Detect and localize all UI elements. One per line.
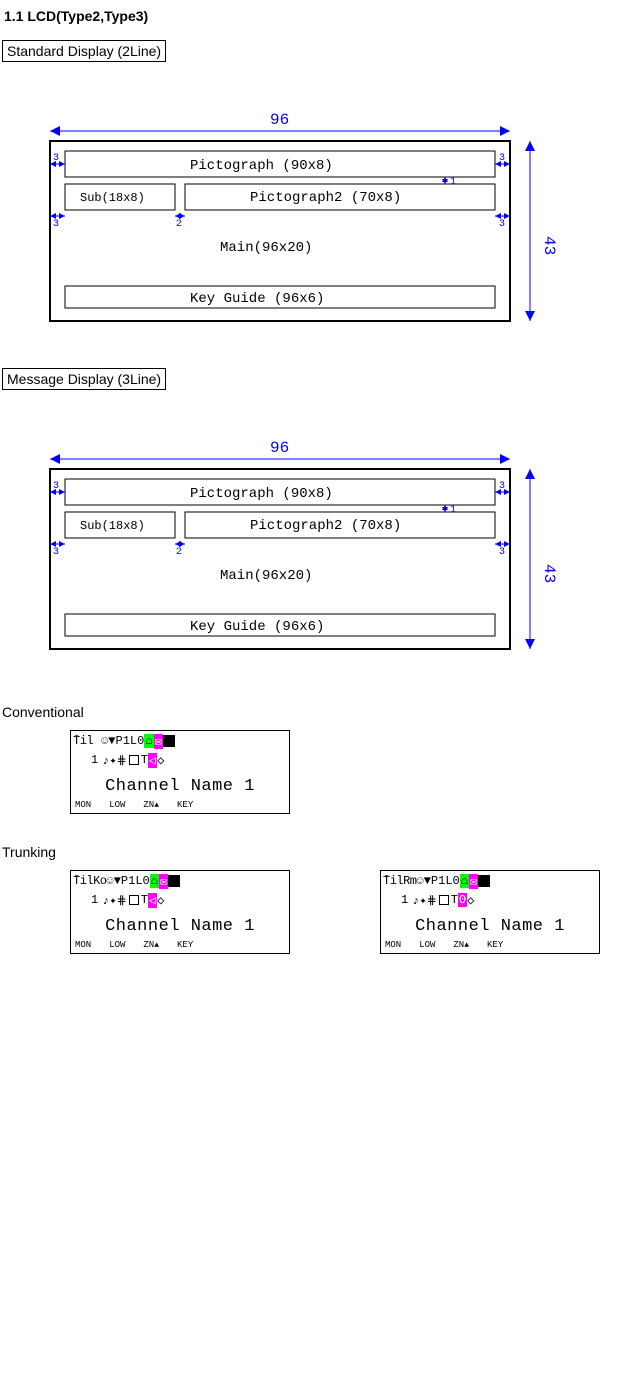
svg-text:1: 1 — [450, 505, 456, 516]
diagram-message: 96 Pictograph (90x8) Sub(18x8) Pictograp… — [20, 434, 633, 674]
signal-icon: T̄il — [71, 734, 93, 748]
key-key: KEY — [177, 800, 193, 810]
lcd-key-guide: MON LOW ZN KEY — [71, 940, 289, 953]
key-zn: ZN — [143, 800, 159, 810]
dim-width: 96 — [270, 111, 289, 129]
lcd-line1: T̄il ☺▼P1L0 ⌂ ✉ — [71, 731, 289, 751]
status-icons: ☺▼P1L0 — [107, 874, 150, 888]
lcd-line2: 1 ♪✦⋕ T ◁ ◇ — [71, 891, 289, 909]
svg-text:3: 3 — [499, 153, 505, 164]
lcd-line2: 1 ♪✦⋕ T ʘ ◇ — [381, 891, 599, 909]
key-low: LOW — [109, 940, 125, 950]
speaker-icon: ◁ — [148, 893, 157, 908]
mode-trunking: Trunking — [2, 844, 633, 860]
sub-icons: ♪✦⋕ — [98, 893, 126, 908]
svg-text:3: 3 — [53, 219, 59, 230]
diamond-icon: ◇ — [157, 753, 164, 768]
diamond-icon: ◇ — [467, 893, 474, 908]
mail-icon: ✉ — [469, 874, 478, 889]
dim-height: 43 — [540, 236, 558, 255]
svg-text:3: 3 — [53, 153, 59, 164]
signal-icon: T̄ilRm — [381, 874, 417, 888]
lcd-key-guide: MON LOW ZN KEY — [71, 800, 289, 813]
sub-num: 1 — [401, 893, 408, 907]
svg-text:2: 2 — [176, 219, 182, 230]
svg-text:3: 3 — [499, 481, 505, 492]
key-mon: MON — [385, 940, 401, 950]
speaker-icon: ʘ — [458, 893, 467, 907]
lcd-layout-svg: 96 Pictograph (90x8) Sub(18x8) Pictograp… — [20, 106, 560, 346]
home-icon: ⌂ — [460, 874, 469, 888]
square-icon — [439, 895, 449, 905]
status-icons: ☺▼P1L0 — [93, 734, 144, 748]
lcd-conventional: T̄il ☺▼P1L0 ⌂ ✉ 1 ♪✦⋕ T ◁ ◇ Channel Name… — [70, 730, 290, 814]
region-pictograph: Pictograph (90x8) — [190, 158, 333, 174]
key-mon: MON — [75, 940, 91, 950]
lcd-trunking-left: T̄ilKo ☺▼P1L0 ⌂ ✉ 1 ♪✦⋕ T ◁ ◇ Channel Na… — [70, 870, 290, 954]
sub-icons: ♪✦⋕ — [408, 893, 436, 908]
status-icons: ☺▼P1L0 — [417, 874, 460, 888]
svg-text:Pictograph (90x8): Pictograph (90x8) — [190, 486, 333, 502]
diagram-standard: 96 Pictograph (90x8) Sub(18x8) Pictograp… — [20, 106, 633, 346]
mail-icon: ✉ — [159, 874, 168, 889]
lcd-line1: T̄ilKo ☺▼P1L0 ⌂ ✉ — [71, 871, 289, 891]
signal-icon: T̄ilKo — [71, 874, 107, 888]
section-message-display: Message Display (3Line) — [2, 368, 166, 390]
svg-text:Main(96x20): Main(96x20) — [220, 568, 312, 584]
speaker-icon: ◁ — [148, 753, 157, 768]
t-icon: T — [141, 753, 148, 767]
home-icon: ⌂ — [150, 874, 159, 888]
region-sub: Sub(18x8) — [80, 191, 145, 205]
lcd-main-text: Channel Name 1 — [381, 909, 599, 940]
square-icon — [129, 895, 139, 905]
region-pictograph2: Pictograph2 (70x8) — [250, 190, 401, 206]
t-icon: T — [451, 893, 458, 907]
key-key: KEY — [487, 940, 503, 950]
t-icon: T — [141, 893, 148, 907]
key-zn: ZN — [453, 940, 469, 950]
svg-text:2: 2 — [176, 547, 182, 558]
svg-text:3: 3 — [53, 547, 59, 558]
key-key: KEY — [177, 940, 193, 950]
svg-text:Sub(18x8): Sub(18x8) — [80, 519, 145, 533]
lcd-layout-svg-2: 96 Pictograph (90x8) Sub(18x8) Pictograp… — [20, 434, 560, 674]
svg-text:3: 3 — [499, 547, 505, 558]
region-main: Main(96x20) — [220, 240, 312, 256]
key-zn: ZN — [143, 940, 159, 950]
svg-text:Key Guide (96x6): Key Guide (96x6) — [190, 619, 324, 635]
sub-icons: ♪✦⋕ — [98, 753, 126, 768]
svg-text:43: 43 — [540, 564, 558, 583]
lcd-line1: T̄ilRm ☺▼P1L0 ⌂ ✉ — [381, 871, 599, 891]
svg-text:3: 3 — [499, 219, 505, 230]
section-standard-display: Standard Display (2Line) — [2, 40, 166, 62]
home-icon: ⌂ — [144, 734, 153, 748]
key-mon: MON — [75, 800, 91, 810]
lcd-line2: 1 ♪✦⋕ T ◁ ◇ — [71, 751, 289, 769]
svg-text:3: 3 — [53, 481, 59, 492]
diamond-icon: ◇ — [157, 893, 164, 908]
sub-num: 1 — [91, 893, 98, 907]
sub-num: 1 — [91, 753, 98, 767]
mode-conventional: Conventional — [2, 704, 633, 720]
svg-text:Pictograph2 (70x8): Pictograph2 (70x8) — [250, 518, 401, 534]
mail-icon: ✉ — [154, 734, 163, 749]
lcd-main-text: Channel Name 1 — [71, 769, 289, 800]
lcd-main-text: Channel Name 1 — [71, 909, 289, 940]
svg-text:1: 1 — [450, 177, 456, 188]
lcd-trunking-right: T̄ilRm ☺▼P1L0 ⌂ ✉ 1 ♪✦⋕ T ʘ ◇ Channel Na… — [380, 870, 600, 954]
block-icon — [163, 735, 175, 747]
key-low: LOW — [419, 940, 435, 950]
page-title: 1.1 LCD(Type2,Type3) — [0, 0, 633, 28]
lcd-key-guide: MON LOW ZN KEY — [381, 940, 599, 953]
block-icon — [478, 875, 490, 887]
block-icon — [168, 875, 180, 887]
svg-text:96: 96 — [270, 439, 289, 457]
square-icon — [129, 755, 139, 765]
region-keyguide: Key Guide (96x6) — [190, 291, 324, 307]
key-low: LOW — [109, 800, 125, 810]
